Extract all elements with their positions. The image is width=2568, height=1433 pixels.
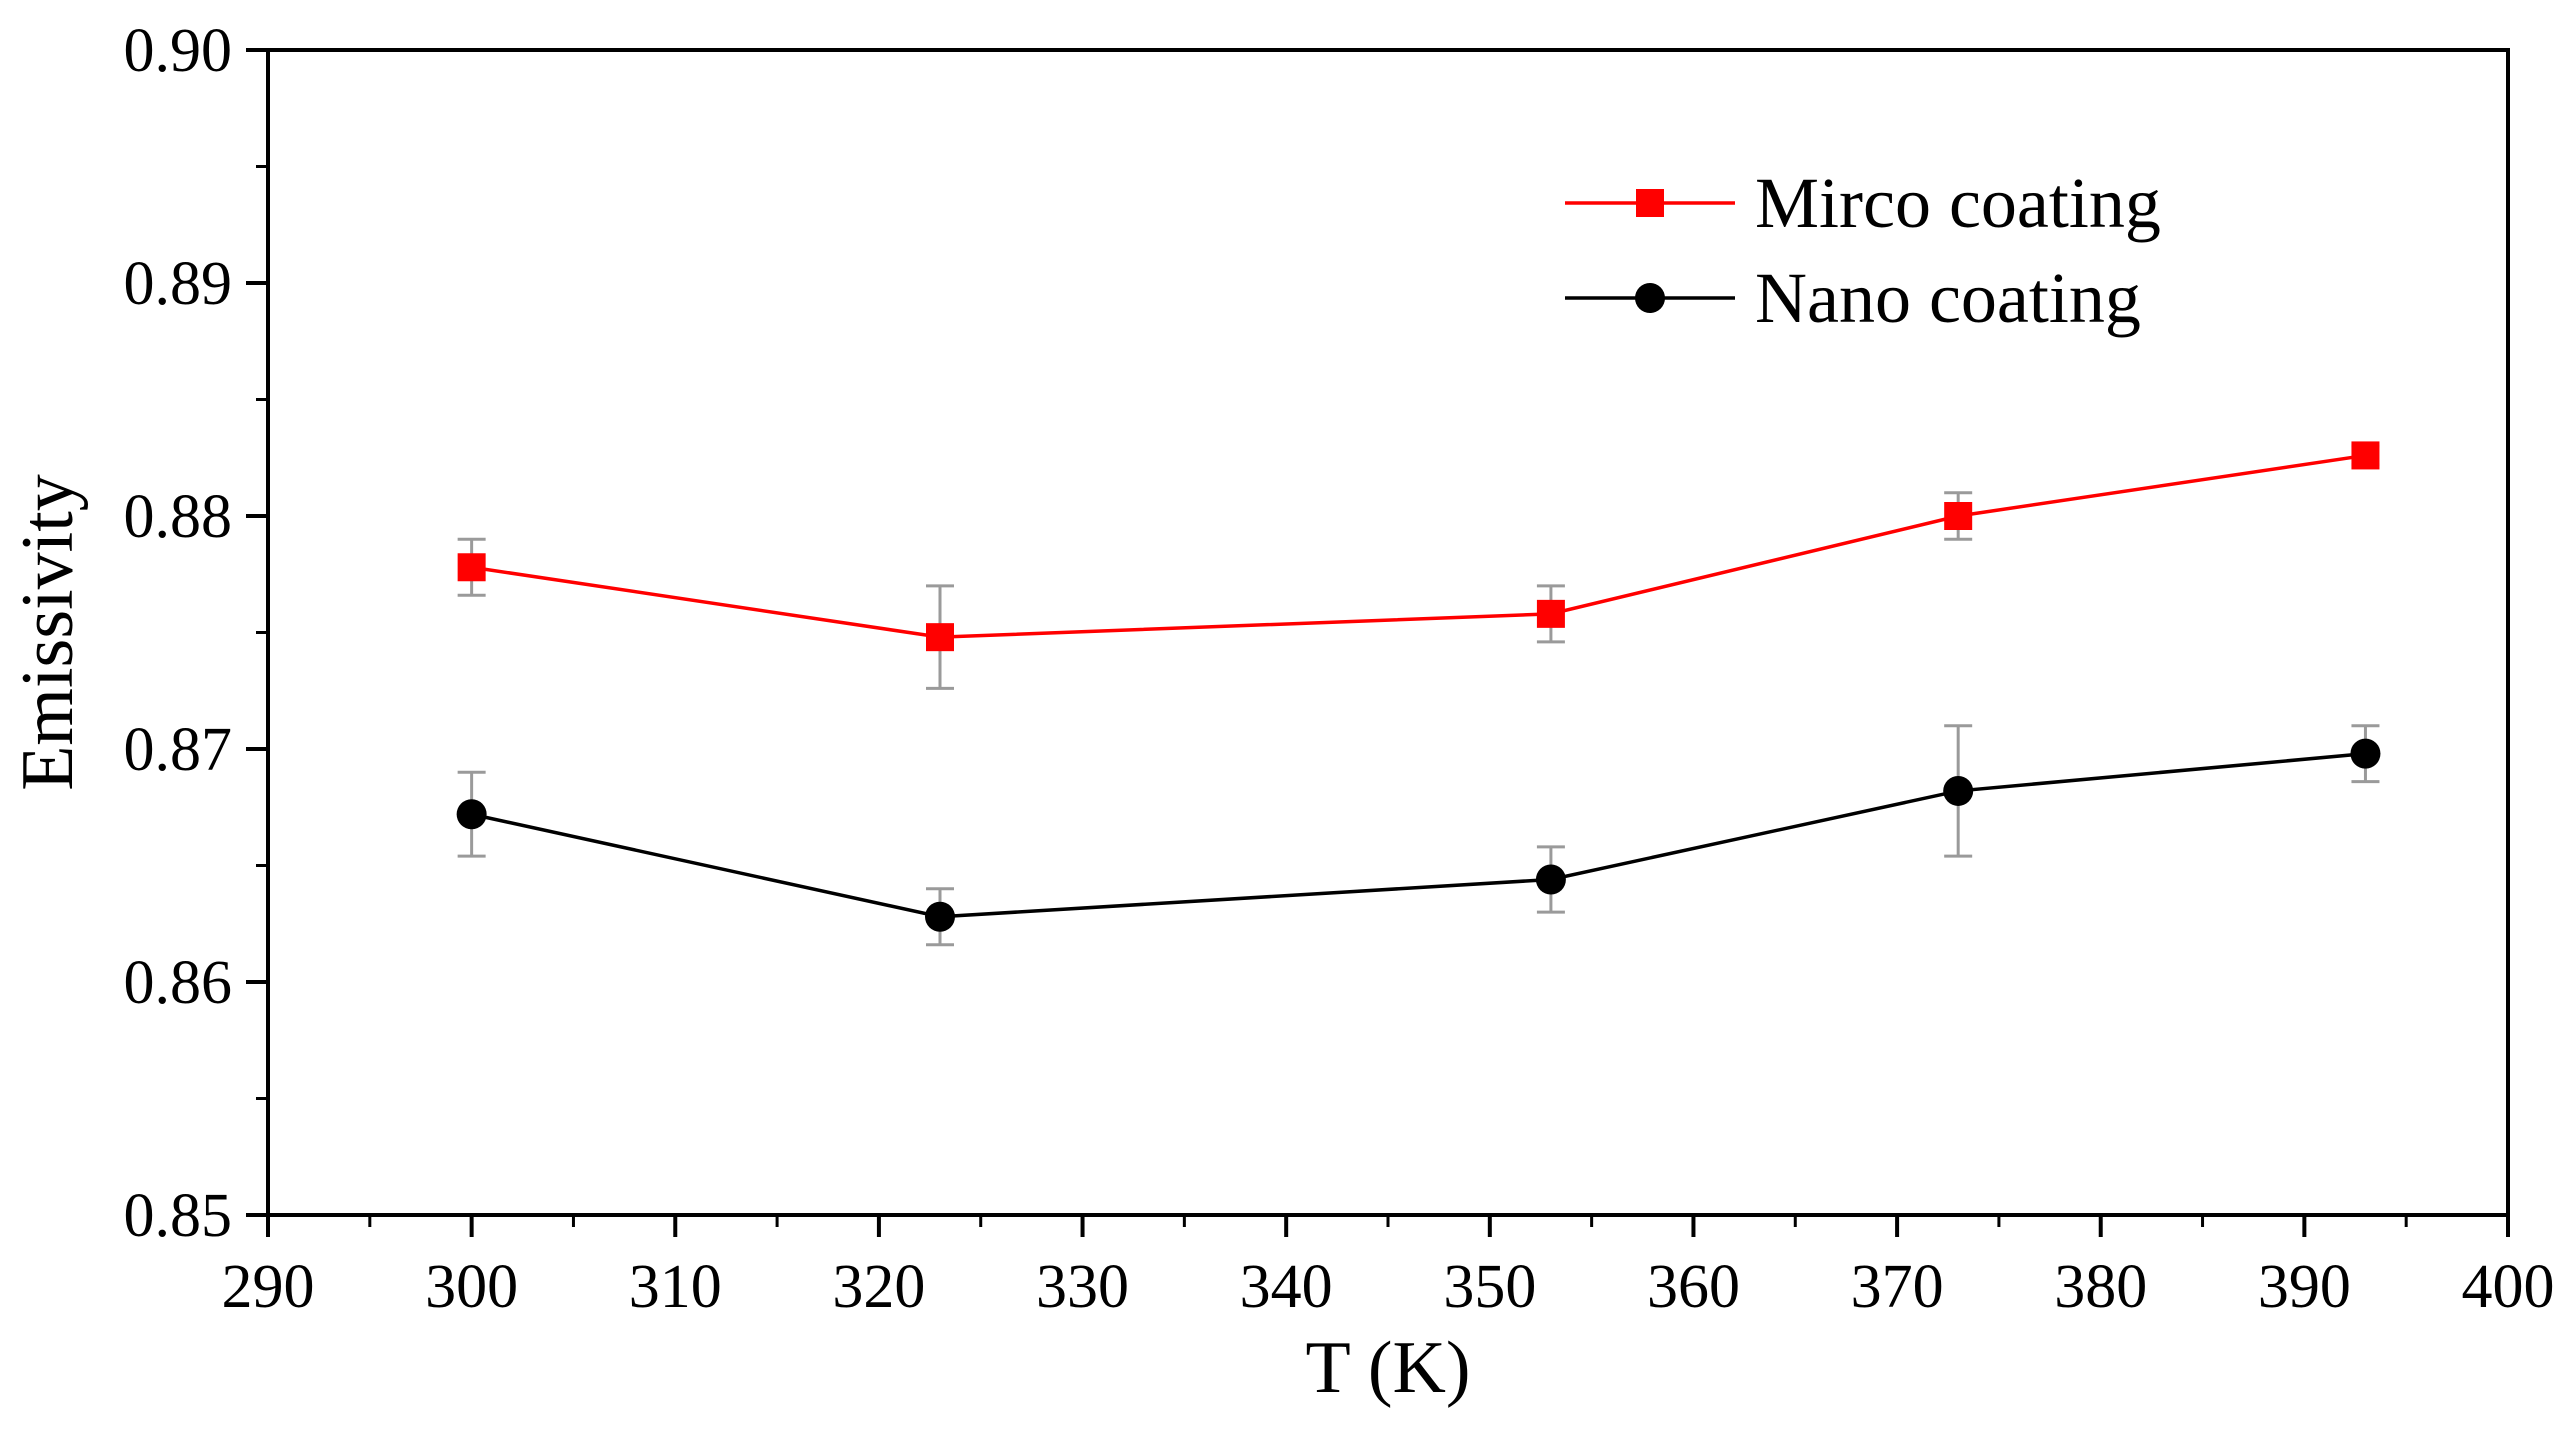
- plot-frame: [266, 48, 2510, 1217]
- x-tick-label: 330: [1036, 1253, 1129, 1321]
- axes-group: [266, 48, 2510, 1217]
- data-point: [1535, 864, 1566, 895]
- data-point: [456, 799, 487, 830]
- x-tick-label: 300: [425, 1253, 518, 1321]
- x-tick-label: 290: [222, 1253, 315, 1321]
- series-group: [456, 441, 2381, 947]
- x-tick-label: 320: [832, 1253, 925, 1321]
- legend-label: Nano coating: [1755, 258, 2141, 338]
- y-tick-label: 0.86: [124, 949, 233, 1017]
- x-tick-label: 360: [1647, 1253, 1740, 1321]
- series-nano-coating: [456, 724, 2381, 947]
- data-point: [2351, 441, 2380, 470]
- x-axis-title: T (K): [1305, 1327, 1470, 1409]
- data-point: [925, 901, 955, 932]
- legend-marker: [1635, 283, 1665, 313]
- data-point: [2350, 738, 2381, 769]
- x-tick-label: 390: [2258, 1253, 2351, 1321]
- y-tick-label: 0.87: [124, 716, 233, 784]
- x-tick-label: 350: [1443, 1253, 1536, 1321]
- x-tick-label: 400: [2462, 1253, 2555, 1321]
- x-tick-label: 310: [629, 1253, 722, 1321]
- data-point: [1536, 599, 1565, 628]
- legend-label: Mirco coating: [1755, 163, 2161, 243]
- y-tick-label: 0.90: [124, 17, 233, 85]
- data-point: [1943, 775, 1974, 806]
- x-tick-label: 380: [2054, 1253, 2147, 1321]
- legend: Mirco coating Nano coating: [1565, 163, 2161, 338]
- data-point: [1944, 502, 1973, 530]
- data-point: [457, 553, 486, 582]
- series-line: [471, 453, 2366, 639]
- legend-marker: [1636, 189, 1664, 217]
- y-tick-label: 0.89: [124, 250, 233, 318]
- y-axis-title: Emissivity: [7, 474, 89, 791]
- y-tick-label: 0.85: [124, 1182, 233, 1250]
- ticks-group: 290 300 310 320 330 340 350 360 370 380 390 400 0.85…: [124, 17, 2555, 1321]
- data-point: [926, 623, 954, 652]
- x-tick-label: 370: [1851, 1253, 1944, 1321]
- y-tick-label: 0.88: [124, 483, 233, 551]
- series-line: [471, 751, 2366, 919]
- series-mirco-coating: [457, 441, 2380, 690]
- x-tick-label: 340: [1240, 1253, 1333, 1321]
